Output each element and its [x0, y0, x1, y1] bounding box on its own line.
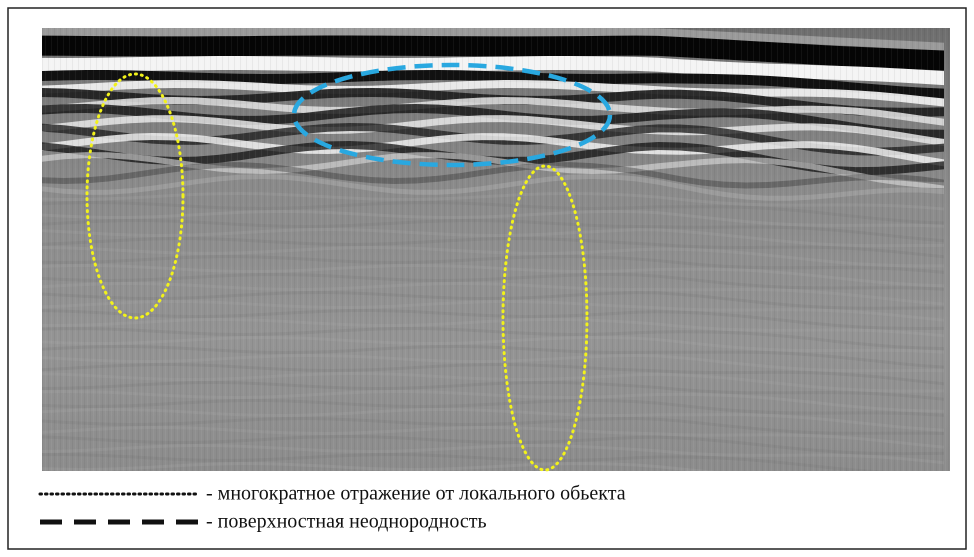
- legend-label: - поверхностная неоднородность: [206, 511, 487, 533]
- radargram: [42, 28, 950, 480]
- legend-label: - многократное отражение от локального о…: [206, 483, 626, 505]
- page: - многократное отражение от локального о…: [0, 0, 974, 557]
- figure: - многократное отражение от локального о…: [0, 0, 974, 557]
